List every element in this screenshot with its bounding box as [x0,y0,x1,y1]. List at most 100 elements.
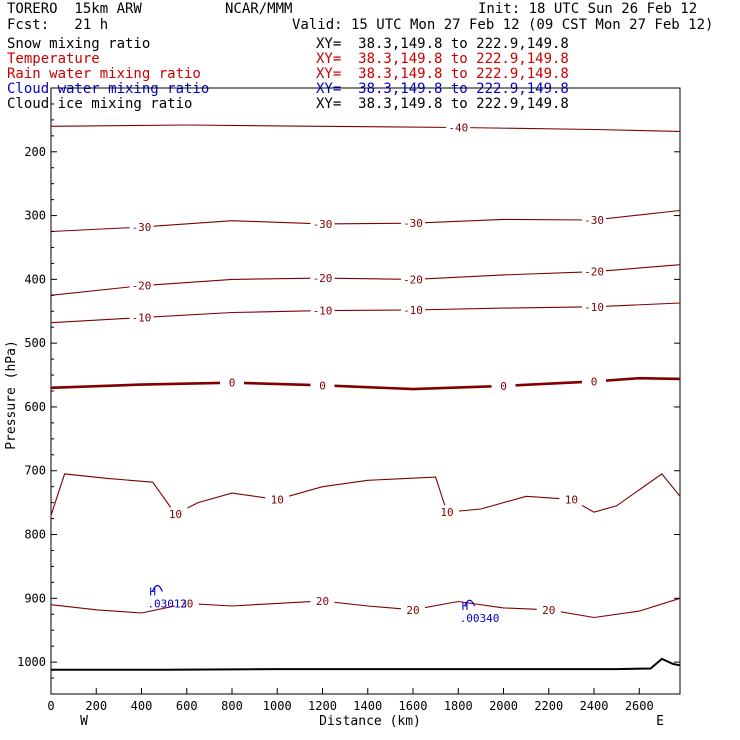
legend-label-snow: Snow mixing ratio [7,36,151,52]
x-tick-label: 800 [221,699,243,713]
cloud-water-max-flag: H [462,600,469,613]
contour-label-bg [582,213,607,227]
x-tick-label: 200 [85,699,107,713]
x-end-label-east: E [656,714,664,729]
contour-label-bg [310,303,335,317]
forecast-hour: Fcst: 21 h [7,17,109,33]
contour-label-bg [559,492,584,506]
legend-xy-cloud-ice: XY= 38.3,149.8 to 222.9,149.8 [316,96,569,112]
x-tick-label: 1000 [263,699,292,713]
contour-label-bg [220,375,245,389]
cloud-water-contour [151,584,163,592]
contour-label: 20 [542,604,555,617]
legend-label-cloud-ice: Cloud ice mixing ratio [7,96,193,112]
temperature-contour-10 [50,473,681,516]
contour-label-bg [582,374,607,388]
contour-label: -20 [132,280,152,293]
temperature-contour-20 [50,597,681,619]
contour-label-bg [434,505,459,519]
x-end-label-west: W [80,714,88,729]
contour-label-bg [310,593,335,607]
contour-label: -30 [584,214,604,227]
contour-label: -30 [132,221,152,234]
contour-label: -10 [132,312,152,325]
legend-xy-cloud-water: XY= 38.3,149.8 to 222.9,149.8 [316,81,569,97]
x-tick-label: 2400 [580,699,609,713]
contour-label-bg [401,302,426,316]
x-tick-label: 400 [131,699,153,713]
contour-label-bg [536,602,561,616]
contour-label: -20 [403,273,423,286]
x-tick-label: 2600 [625,699,654,713]
temperature-contour-m10 [50,302,681,324]
x-tick-label: 0 [47,699,54,713]
y-tick-label: 300 [24,209,46,223]
y-tick-label: 1000 [17,655,46,669]
contour-label: -10 [313,305,333,318]
y-tick-label: 500 [24,336,46,350]
plot-frame [50,87,681,695]
contour-label: 10 [271,493,284,506]
y-tick-label: 900 [24,591,46,605]
y-tick-label: 800 [24,528,46,542]
legend-xy-temperature: XY= 38.3,149.8 to 222.9,149.8 [316,51,569,67]
contour-label-bg [129,310,154,324]
contour-label: -40 [448,122,468,135]
contour-label: -30 [313,218,333,231]
init-time: Init: 18 UTC Sun 26 Feb 12 [478,1,698,17]
contour-label-bg [310,216,335,230]
contour-label-bg [582,299,607,313]
legend-label-cloud-water: Cloud water mixing ratio [7,81,210,97]
cloud-water-contour [464,599,476,607]
model-title: TORERO 15km ARW [7,1,142,17]
legend-xy-rain: XY= 38.3,149.8 to 222.9,149.8 [316,66,569,82]
center-title: NCAR/MMM [225,1,293,17]
y-tick-label: 200 [24,145,46,159]
legend-label-temperature: Temperature [7,51,100,67]
x-tick-label: 1600 [399,699,428,713]
contour-label-bg [582,264,607,278]
contour-label: -10 [584,301,604,314]
contour-label: 20 [180,597,193,610]
cloud-water-max-value: .03013 [147,598,187,611]
x-tick-label: 2200 [534,699,563,713]
contour-label: 20 [316,595,329,608]
contour-label-bg [491,378,516,392]
x-tick-label: 1200 [308,699,337,713]
y-tick-label: 600 [24,400,46,414]
contour-label: 0 [500,380,507,393]
y-tick-label: 700 [24,464,46,478]
x-tick-label: 2000 [489,699,518,713]
contour-label: 10 [565,493,578,506]
contour-label-bg [265,492,290,506]
contour-label-bg [129,278,154,292]
contour-label-bg [401,602,426,616]
contour-label: -20 [584,266,604,279]
contour-label: -30 [403,217,423,230]
contour-label: 20 [406,604,419,617]
terrain-line [51,657,681,671]
x-tick-label: 1800 [444,699,473,713]
contour-label-bg [310,378,335,392]
legend-label-rain: Rain water mixing ratio [7,66,201,82]
contour-label: 10 [440,506,453,519]
y-axis-label: Pressure (hPa) [4,340,19,450]
contour-label-bg [401,272,426,286]
x-axis-label: Distance (km) [319,714,421,729]
contour-label: -20 [313,272,333,285]
valid-time: Valid: 15 UTC Mon 27 Feb 12 (09 CST Mon … [292,17,714,33]
contour-label-bg [310,271,335,285]
contour-label-bg [446,120,471,134]
contour-label-bg [163,507,188,521]
x-tick-label: 600 [176,699,198,713]
contour-label: 0 [319,379,326,392]
temperature-contour-m20 [50,264,681,296]
temperature-contour-m30 [50,209,681,233]
contour-label-bg [401,216,426,230]
contour-label-bg [174,596,199,610]
x-tick-label: 1400 [353,699,382,713]
cloud-water-max-value: .00340 [460,612,500,625]
cloud-water-max-flag: H [149,586,156,599]
temperature-contour-0 [50,376,681,391]
